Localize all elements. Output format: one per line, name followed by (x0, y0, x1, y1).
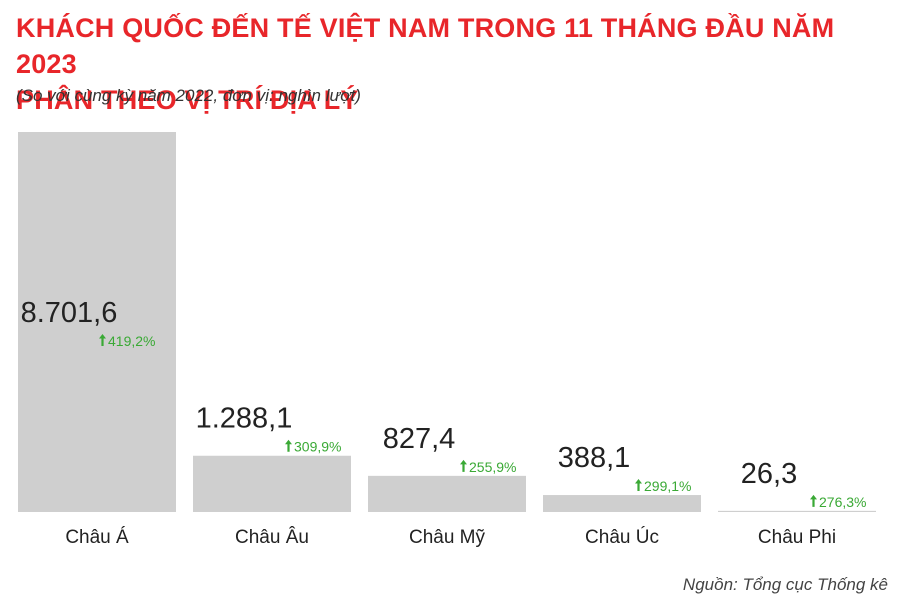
arrow-up-icon (99, 334, 106, 346)
growth-text: 299,1% (644, 478, 691, 494)
growth-text: 419,2% (108, 333, 155, 349)
title-line-2: PHÂN THEO VỊ TRÍ ĐỊA LÝ (16, 85, 359, 115)
growth-text: 255,9% (469, 459, 516, 475)
value-label: 8.701,6 (21, 297, 118, 329)
growth-label: 419,2% (99, 333, 155, 349)
category-label: Châu Úc (585, 526, 659, 548)
category-label: Châu Âu (235, 526, 309, 548)
chart-subtitle: (So với cùng kỳ năm 2022, đơn vị: nghìn … (16, 86, 361, 105)
bar (718, 510, 876, 512)
growth-label: 276,3% (810, 494, 866, 510)
value-label: 827,4 (383, 423, 456, 455)
category-label: Châu Á (65, 527, 129, 548)
arrow-up-icon (810, 494, 817, 507)
bar (368, 475, 526, 512)
title-line-1: KHÁCH QUỐC ĐẾN TẾ VIỆT NAM TRONG 11 THÁN… (16, 13, 835, 79)
growth-text: 276,3% (819, 494, 866, 510)
bar (193, 455, 351, 512)
value-label: 388,1 (558, 442, 631, 474)
arrow-up-icon (285, 439, 292, 452)
bar (18, 132, 176, 512)
value-label: 26,3 (741, 458, 797, 490)
category-label: Châu Mỹ (409, 527, 486, 548)
growth-text: 309,9% (294, 439, 341, 455)
growth-label: 309,9% (285, 439, 341, 455)
value-label: 1.288,1 (196, 403, 293, 435)
source-note: Nguồn: Tổng cục Thống kê (682, 575, 888, 594)
category-label: Châu Phi (758, 527, 836, 548)
growth-label: 255,9% (460, 459, 516, 475)
growth-label: 299,1% (635, 478, 691, 494)
arrow-up-icon (635, 479, 642, 492)
chart-title: KHÁCH QUỐC ĐẾN TẾ VIỆT NAM TRONG 11 THÁN… (16, 10, 886, 118)
bar (543, 495, 701, 512)
arrow-up-icon (460, 459, 467, 472)
